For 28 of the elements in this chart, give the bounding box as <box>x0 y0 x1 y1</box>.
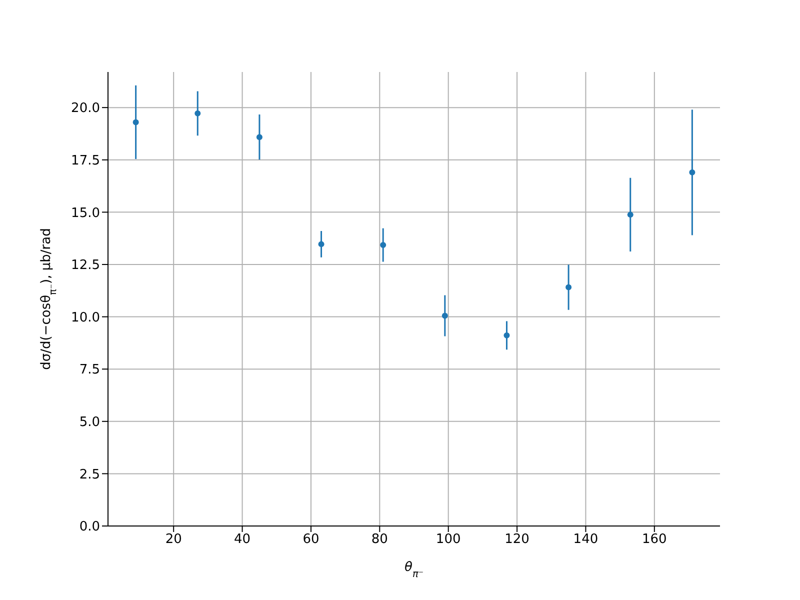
point <box>689 169 696 176</box>
point <box>627 212 634 218</box>
point <box>566 284 572 290</box>
point <box>442 312 448 319</box>
y-tick-label: 5.0 <box>79 415 100 430</box>
y-tick-label: 7.5 <box>79 362 100 378</box>
x-axis-title: θ$_{π⁻}$ <box>404 560 424 580</box>
x-tick-label: 40 <box>234 532 251 548</box>
y-tick-label: 2.5 <box>79 467 100 482</box>
x-tick-label: 80 <box>371 532 388 548</box>
y-tick-label: 15.0 <box>71 206 100 221</box>
point <box>194 110 201 116</box>
x-tick-label: 160 <box>642 532 667 548</box>
y-tick-label: 17.5 <box>71 153 100 168</box>
point <box>318 241 324 248</box>
point <box>256 134 262 140</box>
x-tick-label: 140 <box>573 532 598 548</box>
y-tick-label: 10.0 <box>71 310 100 326</box>
x-tick-label: 120 <box>504 532 530 548</box>
x-tick-label: 20 <box>165 532 182 548</box>
x-tick-label: 60 <box>302 532 320 548</box>
point <box>132 119 139 126</box>
x-tick-label: 100 <box>436 532 461 548</box>
point <box>380 242 386 248</box>
point <box>504 332 510 338</box>
y-tick-label: 12.5 <box>71 258 100 274</box>
y-tick-label: 0.0 <box>79 520 100 535</box>
y-tick-label: 20.0 <box>71 101 100 116</box>
